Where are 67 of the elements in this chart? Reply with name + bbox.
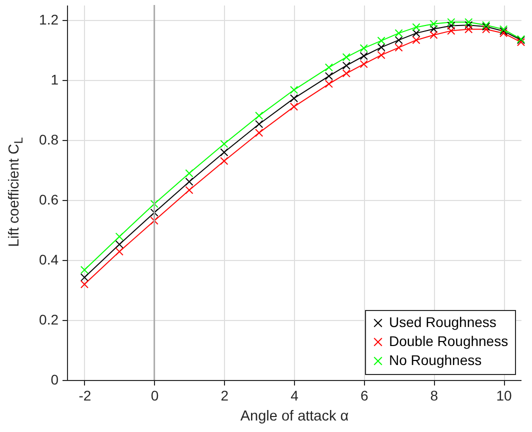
point [394,29,403,38]
point [80,280,88,288]
point [482,25,490,34]
point [412,29,420,38]
point [255,112,264,120]
point [430,20,438,28]
point [150,216,158,225]
point [185,169,194,178]
x-tick-label: 10 [496,388,512,404]
point [290,86,298,94]
y-tick-label: 0.6 [39,192,59,208]
point [464,25,473,34]
point [324,63,333,72]
point [324,72,333,80]
y-tick-label: 0.2 [39,312,59,328]
point [360,44,368,52]
point [290,102,298,111]
legend-label: Used Roughness [389,314,496,330]
x-tick-label: 4 [290,388,299,404]
x-tick-label: 8 [430,388,438,404]
point [80,273,88,282]
point [220,140,228,148]
x-axis-title: Angle of attack α [240,408,349,424]
legend-label: No Roughness [389,352,482,368]
point [394,44,403,52]
point [220,148,228,156]
point [324,80,333,88]
point [342,62,350,70]
y-tick-label: 0.8 [39,132,59,148]
legend-label: Double Roughness [389,333,508,349]
point [360,60,368,68]
point [115,248,124,256]
point [377,36,386,45]
x-tick-label: 2 [220,388,229,404]
point [185,178,194,186]
point [150,208,158,217]
point [185,186,194,194]
x-tick-label: 6 [360,388,368,404]
point [342,69,350,78]
point [430,24,438,34]
point [115,232,124,241]
point [220,156,228,166]
point [255,128,264,137]
point [150,200,158,208]
point [412,36,420,44]
point [447,22,456,30]
point [342,53,350,62]
point [394,36,403,44]
point [377,51,386,60]
point [464,21,473,30]
point [377,43,386,52]
point [80,266,88,274]
point [412,23,420,32]
point [290,94,298,102]
point [464,18,473,26]
point [430,30,438,40]
point [360,52,368,60]
x-tick-label: 0 [150,388,159,404]
y-tick-label: 1 [50,72,59,88]
y-tick-label: 1.2 [39,12,59,28]
point [115,240,124,248]
x-tick-label: -2 [78,388,92,404]
point [447,18,456,26]
y-tick-label: 0 [50,372,59,388]
point [255,120,264,128]
y-tick-label: 0.4 [39,252,59,268]
point [447,26,456,35]
